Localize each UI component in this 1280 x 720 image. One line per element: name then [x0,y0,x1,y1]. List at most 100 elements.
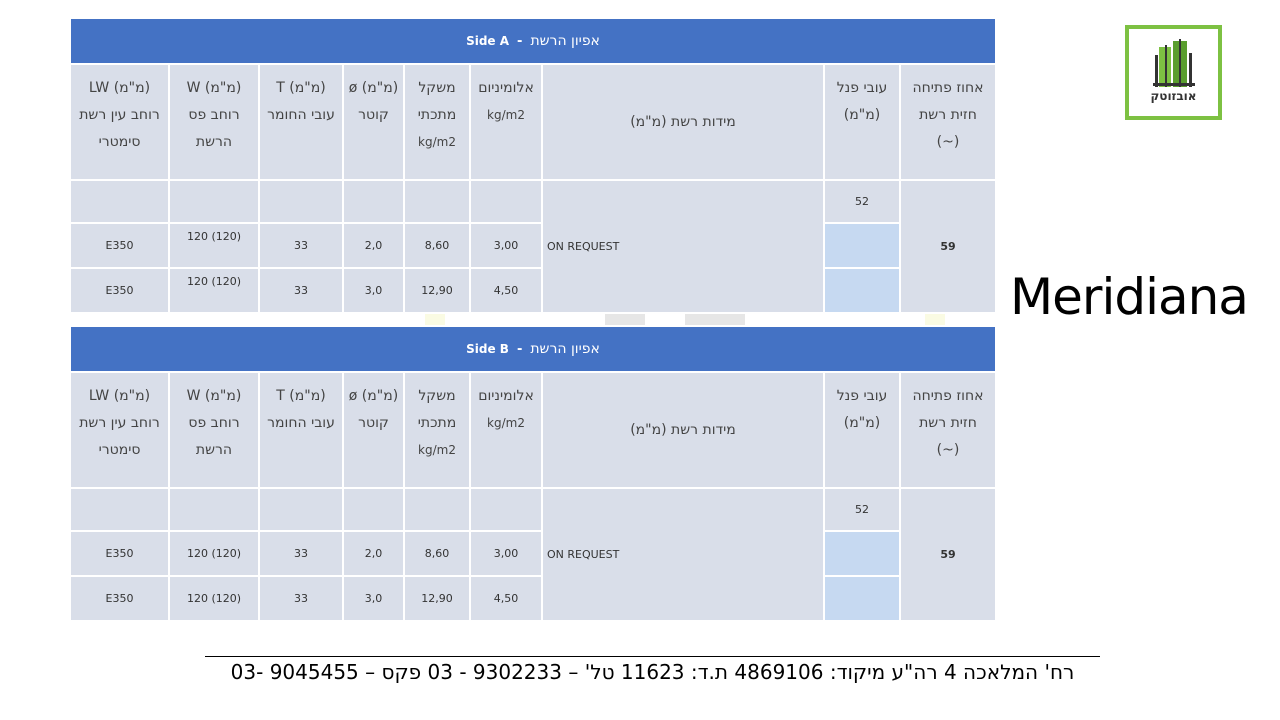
header-line: חזית רשת [919,107,977,123]
header-line: kg/m2 [487,108,525,122]
weight-value: 8,60 [403,530,471,577]
thickness-value: 33 [258,575,344,622]
header-line: W (מ"מ) [186,388,242,404]
aluminum-value: 4,50 [469,575,543,622]
empty-cell [258,487,344,532]
header-line: kg/m2 [418,443,456,457]
header-mesh-dims: מידות רשת (מ"מ) [541,63,825,181]
empty-cell [168,179,260,224]
lw-value: E350 [69,222,170,269]
weight-value: 8,60 [403,222,471,269]
header-line: T (מ"מ) [276,80,326,96]
header-line: אלומיניום [478,388,534,404]
empty-cell [403,487,471,532]
header-line: אחוז פתיחה [912,80,984,96]
lw-value: E350 [69,575,170,622]
panel-blank [823,575,901,622]
empty-cell [168,487,260,532]
panel-value: 52 [823,487,901,532]
lw-value: E350 [69,530,170,577]
header-line: עובי החומר [267,107,335,123]
side-label: Side B [466,342,509,356]
header-line: ø (מ"מ) [348,80,399,96]
spec-table-side-a: Side A - אפיון הרשת LW (מ"מ) רוחב עין רשת סימ… [69,17,997,314]
header-line: עובי פנל [836,388,888,404]
table-row: E350 120 (120) 33 3,0 12,90 4,50 [69,267,996,314]
empty-cell [342,179,405,224]
thickness-value: 33 [258,267,344,314]
strip-value: 120 (120) [168,267,260,314]
diameter-value: 2,0 [342,222,405,269]
header-line: עובי פנל [836,80,888,96]
header-lw: LW (מ"מ) רוחב עין רשת סימטרי [69,63,170,181]
empty-cell [342,487,405,532]
header-thickness: T (מ"מ) עובי החומר [258,371,344,489]
header-line: סימטרי [98,134,141,150]
thickness-value: 33 [258,530,344,577]
header-line: משקל [418,388,456,404]
header-line: אחוז פתיחה [912,388,984,404]
header-line: קוטר [358,107,389,123]
header-line: (~) [936,134,960,150]
header-line: מתכתי [417,107,457,123]
opening-value: 59 [899,487,997,622]
title-dash: - [517,34,523,49]
header-diameter: ø (מ"מ) קוטר [342,63,405,181]
empty-cell [258,179,344,224]
header-line: רוחב עין רשת [79,415,160,431]
strip-text: 120 (120) [186,592,242,605]
mesh-dims-value: ON REQUEST [541,487,825,622]
brand-name: Meridiana [1010,268,1249,326]
strip-text: 120 (120) [186,230,242,243]
header-line: הרשת [195,442,233,458]
header-aluminum: אלומיניום kg/m2 [469,63,543,181]
header-panel: עובי פנל (מ"מ) [823,63,901,181]
panel-blank [823,267,901,314]
header-lw: LW (מ"מ) רוחב עין רשת סימטרי [69,371,170,489]
title-hebrew: אפיון הרשת [530,33,600,49]
header-line: (~) [936,442,960,458]
header-line: (מ"מ) [843,415,881,431]
side-label: Side A [466,34,510,48]
spec-table: Side A - אפיון הרשת LW (מ"מ) רוחב עין רשת סימ… [69,17,997,314]
diameter-value: 2,0 [342,530,405,577]
diameter-value: 3,0 [342,575,405,622]
header-panel: עובי פנל (מ"מ) [823,371,901,489]
header-diameter: ø (מ"מ) קוטר [342,371,405,489]
aluminum-value: 4,50 [469,267,543,314]
header-line: רוחב פס [188,415,240,431]
weight-value: 12,90 [403,575,471,622]
header-thickness: T (מ"מ) עובי החומר [258,63,344,181]
empty-cell [469,179,543,224]
header-opening: אחוז פתיחה חזית רשת (~) [899,371,997,489]
company-logo: אובזוטק [1125,25,1222,120]
strip-value: 120 (120) [168,530,260,577]
thickness-value: 33 [258,222,344,269]
header-strip: W (מ"מ) רוחב פס הרשת [168,63,260,181]
spec-table: Side B - אפיון הרשת LW (מ"מ) רוחב עין רשת סימ… [69,325,997,622]
header-line: סימטרי [98,442,141,458]
header-line: חזית רשת [919,415,977,431]
panel-blank [823,222,901,269]
empty-cell [403,179,471,224]
header-line: קוטר [358,415,389,431]
header-line: מידות רשת (מ"מ) [630,113,736,130]
panel-value: 52 [823,179,901,224]
header-line: LW (מ"מ) [88,80,151,96]
header-line: LW (מ"מ) [88,388,151,404]
building-icon [1153,39,1195,87]
header-weight: משקל מתכתי kg/m2 [403,371,471,489]
header-strip: W (מ"מ) רוחב פס הרשת [168,371,260,489]
title-hebrew: אפיון הרשת [530,341,600,357]
title-dash: - [516,342,523,357]
empty-cell [69,487,170,532]
header-line: T (מ"מ) [276,388,326,404]
empty-cell [469,487,543,532]
strip-value: 120 (120) [168,575,260,622]
spec-table-side-b: Side B - אפיון הרשת LW (מ"מ) רוחב עין רשת סימ… [69,325,997,622]
header-line: אלומיניום [478,80,534,96]
panel-blank [823,530,901,577]
strip-text: 120 (120) [186,547,242,560]
header-aluminum: אלומיניום kg/m2 [469,371,543,489]
header-line: kg/m2 [487,416,525,430]
